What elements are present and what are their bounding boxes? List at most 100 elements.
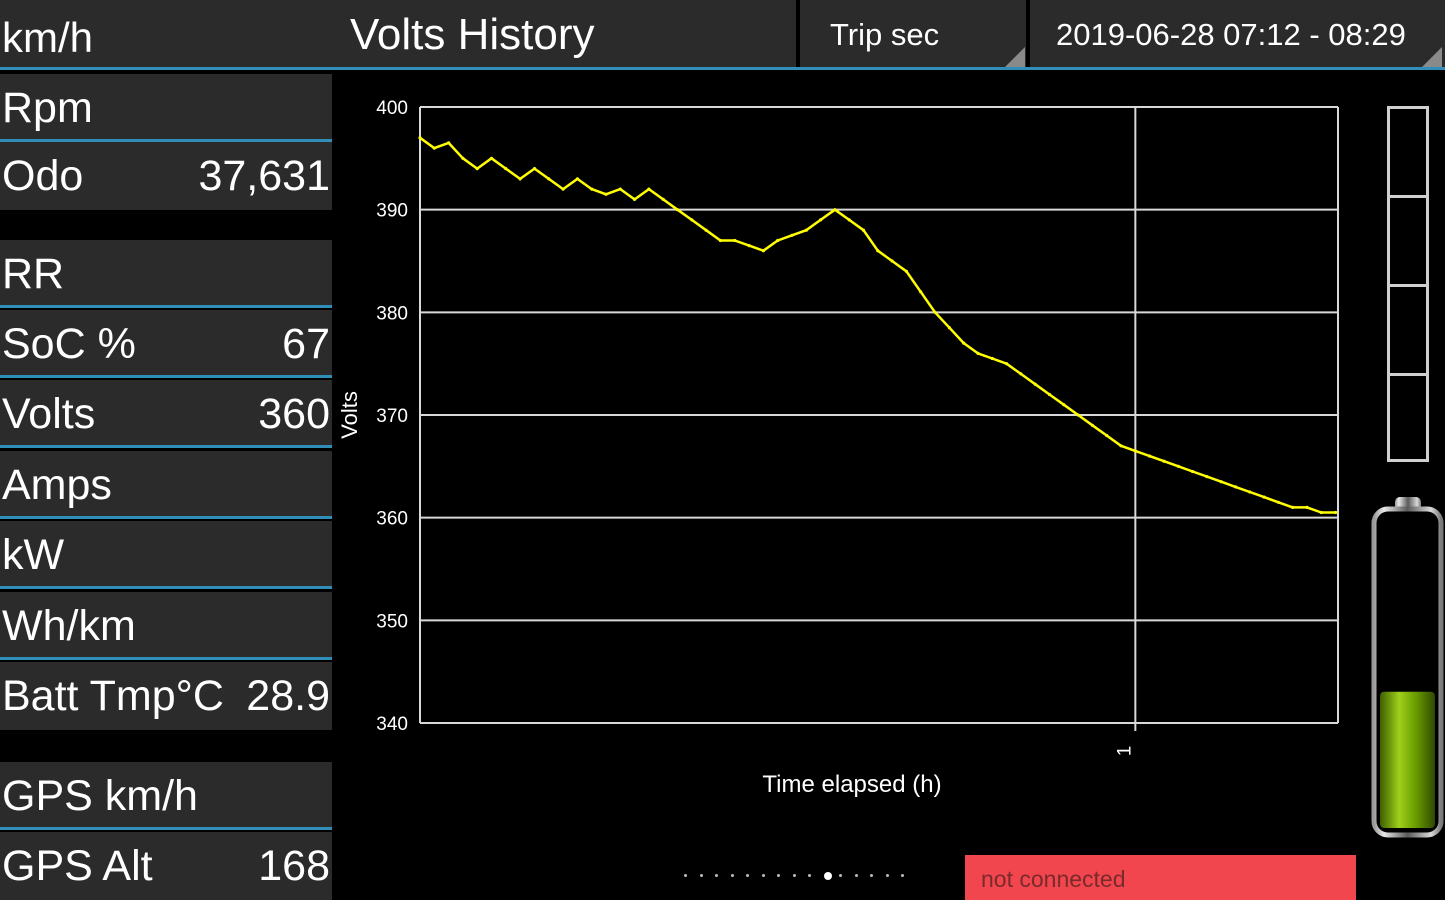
data-point bbox=[1248, 490, 1252, 494]
page-title: Volts History bbox=[350, 10, 595, 59]
y-tick-label: 380 bbox=[376, 303, 408, 324]
y-tick-label: 350 bbox=[376, 611, 408, 632]
metric-row-gps-speed: GPS km/h bbox=[0, 762, 332, 830]
dropdown-corner-icon bbox=[1422, 47, 1442, 67]
data-point bbox=[704, 228, 708, 232]
speed-label: km/h bbox=[2, 14, 94, 61]
data-point bbox=[418, 136, 422, 140]
page-dot[interactable] bbox=[870, 874, 873, 877]
page-dot[interactable] bbox=[901, 874, 904, 877]
page-dot[interactable] bbox=[854, 874, 858, 877]
date-range-value: 2019-06-28 07:12 - 08:29 bbox=[1056, 17, 1406, 52]
y-tick-label: 370 bbox=[376, 406, 408, 427]
data-point bbox=[675, 208, 680, 212]
metric-label: Odo bbox=[2, 152, 84, 200]
data-point bbox=[861, 228, 866, 232]
page-dot[interactable] bbox=[885, 874, 889, 877]
data-point bbox=[1105, 433, 1109, 438]
data-point bbox=[747, 244, 751, 248]
divider bbox=[796, 0, 800, 67]
metric-label: Amps bbox=[2, 461, 112, 509]
page-dot-active[interactable] bbox=[823, 872, 832, 880]
data-point bbox=[561, 187, 565, 191]
data-point bbox=[590, 187, 594, 191]
page-dot[interactable] bbox=[761, 874, 765, 877]
y-tick-label: 340 bbox=[376, 714, 408, 735]
data-point bbox=[1219, 480, 1223, 484]
page-indicator[interactable] bbox=[684, 871, 924, 881]
page-dot[interactable] bbox=[730, 874, 734, 877]
data-point bbox=[890, 259, 894, 263]
data-point bbox=[1319, 510, 1323, 515]
metric-label: RR bbox=[2, 250, 65, 298]
data-point bbox=[833, 208, 837, 212]
data-point bbox=[1119, 444, 1123, 448]
x-axis-label: Time elapsed (h) bbox=[762, 771, 941, 798]
data-point bbox=[1205, 475, 1209, 479]
data-point bbox=[447, 141, 451, 145]
data-point bbox=[819, 218, 823, 222]
data-point bbox=[1148, 454, 1152, 458]
data-point bbox=[976, 351, 980, 355]
data-point bbox=[1162, 459, 1166, 463]
page-dot[interactable] bbox=[746, 874, 749, 877]
data-point bbox=[1334, 510, 1338, 515]
top-bar: km/h Volts History Trip sec 2019-06-28 0… bbox=[0, 0, 1445, 70]
volts-history-chart[interactable]: 340 350 360 370 380 390 400 1 Volts Time elapsed … bbox=[335, 75, 1365, 835]
data-point bbox=[1191, 469, 1195, 474]
data-point bbox=[489, 156, 494, 160]
metric-row-rpm: Rpm bbox=[0, 74, 332, 142]
trip-select[interactable]: Trip sec bbox=[800, 0, 1025, 67]
page-dot[interactable] bbox=[792, 874, 796, 877]
dropdown-corner-icon bbox=[1005, 47, 1025, 67]
page-dot[interactable] bbox=[715, 874, 718, 877]
divider bbox=[1026, 0, 1030, 67]
data-point bbox=[919, 290, 923, 294]
data-point bbox=[618, 187, 622, 191]
metric-value: 168 bbox=[258, 842, 330, 890]
date-range-select[interactable]: 2019-06-28 07:12 - 08:29 bbox=[1030, 0, 1442, 67]
metric-value: 67 bbox=[282, 320, 330, 368]
data-point bbox=[475, 167, 479, 171]
data-point bbox=[604, 192, 608, 196]
gauge-segment-divider bbox=[1390, 284, 1426, 287]
page-dot[interactable] bbox=[699, 874, 703, 877]
page-dot[interactable] bbox=[808, 874, 811, 877]
data-point bbox=[575, 177, 579, 181]
metric-row-odo: Odo 37,631 bbox=[0, 142, 332, 210]
data-point bbox=[933, 310, 937, 314]
metric-row-batt-temp: Batt Tmp°C 28.9 bbox=[0, 662, 332, 730]
battery-fill bbox=[1380, 691, 1435, 828]
metric-value: 28.9 bbox=[246, 672, 330, 720]
connection-status-bar[interactable]: not connected bbox=[965, 855, 1356, 900]
data-point bbox=[790, 233, 794, 237]
page-dot[interactable] bbox=[839, 874, 842, 877]
data-point bbox=[1090, 423, 1094, 427]
data-point bbox=[904, 269, 909, 273]
data-point bbox=[1233, 485, 1238, 489]
data-point bbox=[1076, 413, 1080, 417]
data-point bbox=[1062, 403, 1066, 407]
data-point bbox=[1019, 372, 1023, 376]
data-point bbox=[1033, 382, 1037, 386]
data-point bbox=[633, 197, 637, 201]
page-dot[interactable] bbox=[684, 874, 687, 877]
data-point bbox=[690, 218, 694, 222]
data-point bbox=[1305, 505, 1309, 509]
gauge-segment-divider bbox=[1390, 373, 1426, 376]
metric-label: Volts bbox=[2, 390, 96, 438]
data-point bbox=[876, 249, 880, 253]
data-point bbox=[661, 197, 665, 201]
page-dot[interactable] bbox=[777, 874, 780, 877]
metric-label: kW bbox=[2, 531, 65, 579]
volts-series-line bbox=[419, 136, 1336, 514]
data-point bbox=[847, 218, 851, 222]
x-tick-label: 1 bbox=[1114, 746, 1135, 757]
y-tick-label: 390 bbox=[376, 201, 408, 222]
metric-row-amps: Amps bbox=[0, 451, 332, 519]
connection-status-text: not connected bbox=[981, 866, 1126, 892]
metric-label: GPS km/h bbox=[2, 772, 198, 820]
metric-label: Batt Tmp°C bbox=[2, 672, 224, 720]
metric-row-kw: kW bbox=[0, 521, 332, 589]
data-point bbox=[718, 238, 722, 243]
